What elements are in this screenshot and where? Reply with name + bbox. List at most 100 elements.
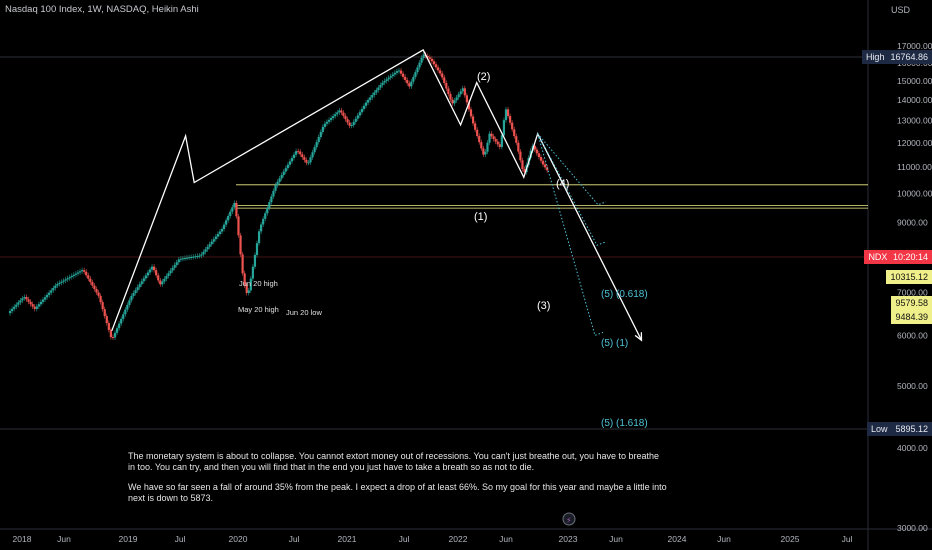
candle-body <box>126 304 129 310</box>
price-tick-label: 7000.00 <box>897 288 928 298</box>
candle-body <box>307 162 310 164</box>
candle-body <box>206 246 209 250</box>
high-tag-label: High <box>865 52 885 62</box>
candle-body <box>311 152 314 158</box>
candle-body <box>239 235 242 255</box>
candle-body <box>533 145 536 150</box>
candle-body <box>408 83 411 87</box>
candle-body <box>202 251 205 255</box>
candle-body <box>190 256 193 258</box>
target-label-1: (5) (1) <box>601 338 628 349</box>
target-label-1618: (5) (1.618) <box>601 418 648 429</box>
candle-body <box>447 88 450 95</box>
note-paragraph-1: The monetary system is about to collapse… <box>128 451 660 472</box>
candle-body <box>41 299 45 302</box>
candle-body <box>272 190 275 197</box>
candle-body <box>453 100 456 104</box>
candle-body <box>506 109 510 117</box>
candle-body <box>439 70 442 74</box>
candle-body <box>253 254 257 267</box>
candle-body <box>393 72 396 75</box>
candle-body <box>461 88 464 92</box>
candle-body <box>504 109 508 121</box>
candle-body <box>103 309 106 317</box>
level-tag-2-value: 9579.58 <box>895 298 928 308</box>
candle-body <box>286 164 289 169</box>
time-tick-label: 2021 <box>338 534 357 544</box>
candle-body <box>436 67 440 71</box>
candle-body <box>309 157 312 163</box>
candle-body <box>478 135 481 143</box>
candle-body <box>383 81 386 83</box>
candle-body <box>492 136 495 139</box>
price-axis: 3000.004000.005000.006000.007000.008000.… <box>897 41 932 533</box>
candle-body <box>56 284 59 286</box>
candle-body <box>229 211 232 216</box>
candle-body <box>379 85 382 88</box>
candle-body <box>523 169 526 173</box>
candle-body <box>132 293 135 296</box>
candle-body <box>68 277 71 279</box>
candle-body <box>210 241 213 245</box>
candle-body <box>52 287 55 291</box>
candle-body <box>471 116 475 124</box>
candle-body <box>142 278 145 282</box>
candle-body <box>262 218 265 225</box>
candle-body <box>50 290 53 293</box>
candle-body <box>260 224 263 232</box>
candle-body <box>509 116 512 123</box>
candle-body <box>334 114 337 117</box>
candle-body <box>138 284 141 288</box>
candle-body <box>546 167 549 171</box>
candle-body <box>340 110 343 113</box>
candle-body <box>498 144 501 147</box>
candle-body <box>140 281 143 285</box>
candle-body <box>37 304 40 307</box>
ndx-price-tag: NDX 10:20:14 <box>864 250 932 264</box>
candle-body <box>443 77 446 83</box>
candle-body <box>15 304 18 307</box>
time-tick-label: Jul <box>842 534 853 544</box>
candle-body <box>459 91 462 95</box>
candle-body <box>165 276 168 279</box>
time-tick-label: Jul <box>399 534 410 544</box>
candle-body <box>371 95 374 98</box>
candle-body <box>399 70 403 74</box>
candle-body <box>410 81 413 87</box>
price-tick-label: 14000.00 <box>897 95 932 105</box>
candle-body <box>537 153 541 158</box>
candle-body <box>494 138 497 142</box>
candle-body <box>354 118 357 122</box>
candle-body <box>303 157 306 160</box>
candle-body <box>208 244 211 247</box>
candle-body <box>428 57 431 59</box>
candle-body <box>105 316 108 324</box>
candle-body <box>441 73 444 78</box>
candle-body <box>76 272 80 274</box>
candle-body <box>91 282 94 286</box>
candle-body <box>391 74 394 77</box>
candle-body <box>169 270 172 274</box>
candle-body <box>455 97 458 101</box>
candle-body <box>134 290 137 294</box>
candle-body <box>198 255 201 257</box>
candle-body <box>196 255 199 257</box>
candle-body <box>420 57 423 63</box>
candle-body <box>463 88 466 96</box>
candle-body <box>406 80 409 84</box>
candle-body <box>167 273 170 277</box>
high-tag-value: 16764.86 <box>890 52 928 62</box>
candle-body <box>535 149 538 154</box>
time-tick-label: Jun <box>717 534 731 544</box>
candle-body <box>200 254 203 256</box>
replay-icon[interactable] <box>562 512 576 526</box>
candle-body <box>144 275 147 279</box>
candle-body <box>476 129 479 136</box>
candle-body <box>414 72 417 77</box>
candle-body <box>430 58 434 62</box>
candle-body <box>397 70 401 72</box>
candle-body <box>404 76 407 81</box>
level-tag-1: 10315.12 <box>886 270 932 284</box>
candle-body <box>284 168 287 172</box>
